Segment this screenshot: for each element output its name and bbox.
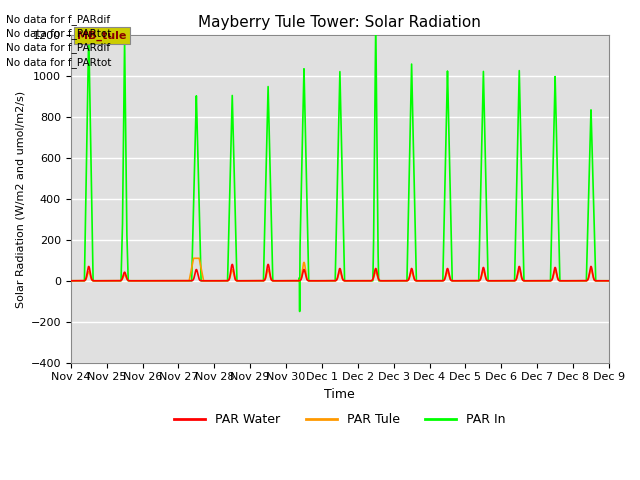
PAR Tule <box>466 278 474 284</box>
PAR Tule <box>409 272 417 277</box>
PAR In <box>94 278 102 284</box>
Line: PAR Water: PAR Water <box>71 264 609 281</box>
PAR In <box>466 278 474 284</box>
Text: MB_tule: MB_tule <box>77 30 127 41</box>
PAR Tule <box>67 278 75 284</box>
PAR In <box>372 20 380 25</box>
PAR Water <box>157 278 164 284</box>
X-axis label: Time: Time <box>324 388 355 401</box>
Text: No data for f_PARdif: No data for f_PARdif <box>6 13 111 24</box>
Text: No data for f_PARtot: No data for f_PARtot <box>6 57 112 68</box>
Y-axis label: Solar Radiation (W/m2 and umol/m2/s): Solar Radiation (W/m2 and umol/m2/s) <box>15 90 25 308</box>
Line: PAR In: PAR In <box>71 23 609 312</box>
PAR In <box>262 187 269 193</box>
PAR Tule <box>94 278 102 284</box>
PAR Water <box>495 278 502 284</box>
PAR Tule <box>189 255 197 261</box>
PAR Water <box>605 278 612 284</box>
PAR Water <box>385 278 393 284</box>
PAR Tule <box>385 278 393 284</box>
PAR In <box>296 309 303 314</box>
PAR In <box>409 117 417 123</box>
PAR Water <box>466 278 474 284</box>
PAR In <box>495 278 502 284</box>
PAR In <box>67 278 75 284</box>
PAR Water <box>67 278 75 284</box>
PAR Tule <box>495 278 502 284</box>
PAR Water <box>264 262 272 267</box>
PAR In <box>385 278 393 284</box>
PAR Water <box>94 278 102 284</box>
PAR Tule <box>262 275 269 281</box>
PAR In <box>605 278 612 284</box>
PAR Water <box>409 269 417 275</box>
Line: PAR Tule: PAR Tule <box>71 258 609 281</box>
Text: No data for f_PARdif: No data for f_PARdif <box>6 42 111 53</box>
Title: Mayberry Tule Tower: Solar Radiation: Mayberry Tule Tower: Solar Radiation <box>198 15 481 30</box>
Legend: PAR Water, PAR Tule, PAR In: PAR Water, PAR Tule, PAR In <box>169 408 511 431</box>
Text: No data for f_PARtot: No data for f_PARtot <box>6 28 112 39</box>
PAR Water <box>262 274 269 280</box>
PAR Tule <box>605 278 612 284</box>
PAR Tule <box>175 278 182 284</box>
